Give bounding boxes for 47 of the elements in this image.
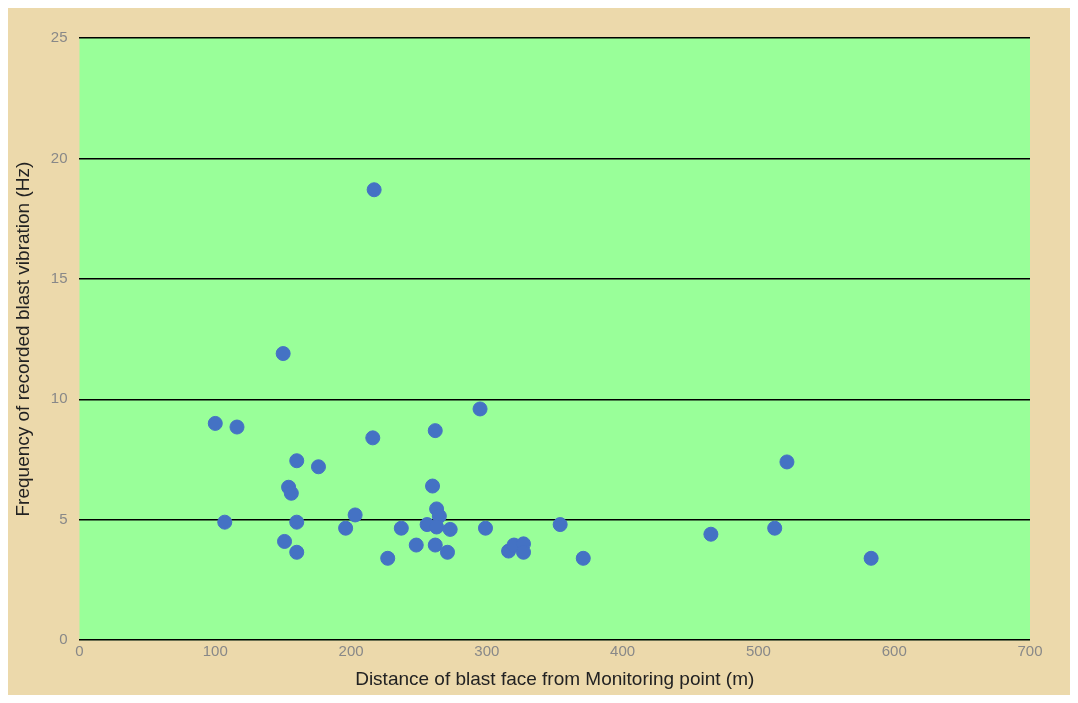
point (283, 485, 299, 501)
x-axis-title: Distance of blast face from Monitoring point (m) (355, 667, 755, 689)
point (347, 507, 363, 523)
x-tick-label: 200 (338, 642, 364, 660)
point (289, 453, 305, 469)
x-tick-label: 400 (610, 642, 636, 660)
point (863, 550, 879, 566)
point (427, 537, 443, 553)
point (552, 517, 568, 533)
point (380, 550, 396, 566)
point (477, 520, 493, 536)
x-tick-label: 100 (202, 642, 228, 660)
y-tick-label: 15 (50, 269, 68, 287)
point (393, 520, 409, 536)
y-tick-label: 25 (50, 28, 68, 46)
x-tick-label: 600 (881, 642, 907, 660)
point (365, 430, 381, 446)
point (338, 520, 354, 536)
point (275, 346, 291, 362)
point (427, 423, 443, 439)
x-tick-label: 700 (1017, 642, 1043, 660)
y-axis-title: Frequency of recorded blast vibration (Hz) (11, 161, 33, 517)
point (310, 459, 326, 475)
point (289, 544, 305, 560)
x-tick-label: 300 (474, 642, 500, 660)
y-tick-label: 20 (50, 148, 68, 166)
point (575, 550, 591, 566)
point (767, 520, 783, 536)
point (277, 533, 293, 549)
point (442, 521, 458, 537)
point (472, 401, 488, 417)
point (429, 519, 445, 535)
point (439, 544, 455, 560)
y-tick-label: 0 (59, 630, 68, 648)
point (366, 182, 382, 198)
x-tick-label: 500 (745, 642, 771, 660)
y-tick-label: 10 (50, 389, 68, 407)
point (217, 514, 233, 530)
point (229, 419, 245, 435)
point (703, 526, 719, 542)
point (779, 454, 795, 470)
y-tick-label: 5 (59, 509, 68, 527)
point (289, 514, 305, 530)
x-tick-label: 0 (75, 642, 84, 660)
point (408, 537, 424, 553)
point (207, 415, 223, 431)
point (425, 478, 441, 494)
